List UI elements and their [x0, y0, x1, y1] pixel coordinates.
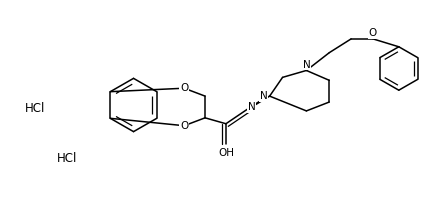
Text: N: N	[302, 60, 310, 70]
Text: O: O	[180, 121, 188, 131]
Text: O: O	[180, 83, 188, 93]
Text: HCl: HCl	[57, 152, 77, 165]
Text: N: N	[260, 91, 268, 101]
Text: HCl: HCl	[25, 102, 45, 115]
Text: OH: OH	[218, 148, 234, 158]
Text: O: O	[369, 28, 377, 38]
Text: N: N	[248, 102, 256, 112]
